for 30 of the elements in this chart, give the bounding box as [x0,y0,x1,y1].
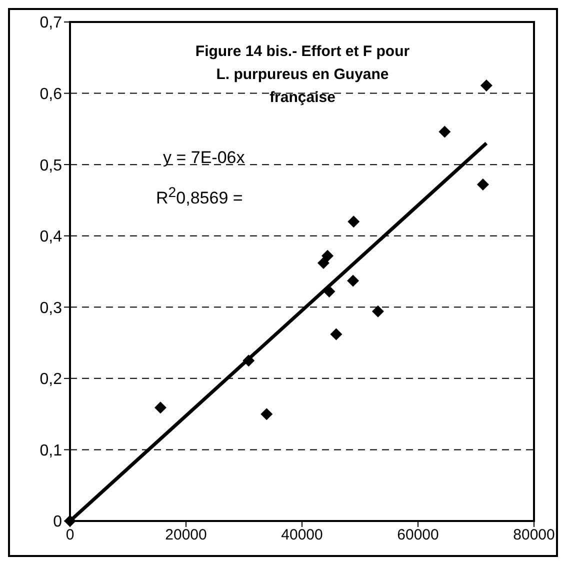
y-tick-label: 0,1 [40,442,62,460]
y-tick-label: 0,2 [40,371,62,388]
x-tick-label: 20000 [165,526,207,544]
y-tick-label: 0,5 [40,157,62,174]
point [330,328,342,340]
point [347,274,360,287]
annotation: y = 7E-06x [163,148,245,168]
x-tick-label: 60000 [397,526,439,544]
y-tick-label: 0,3 [40,300,62,317]
point [372,305,384,318]
point [154,402,166,414]
y-tick-label: 0 [53,514,62,531]
point [242,354,255,367]
x-tick-label: 80000 [513,526,555,544]
text: Figure 14 bis.- Effort et F pour L. purpureus en Guyane française [195,42,410,108]
point [317,256,330,269]
point [348,216,360,228]
point [476,178,489,191]
annotation: R$^{2}$0,8569 = [156,185,243,209]
point [322,250,334,262]
x-tick-label: 0 [66,526,74,544]
point [260,408,273,420]
point [64,515,76,527]
point [438,126,451,138]
y-tick-label: 0,4 [40,228,62,246]
point [323,285,336,298]
y-tick-label: 0,6 [40,86,62,103]
y-tick-label: 0,7 [40,14,62,32]
x-tick-label: 40000 [281,526,323,544]
point [480,79,492,92]
